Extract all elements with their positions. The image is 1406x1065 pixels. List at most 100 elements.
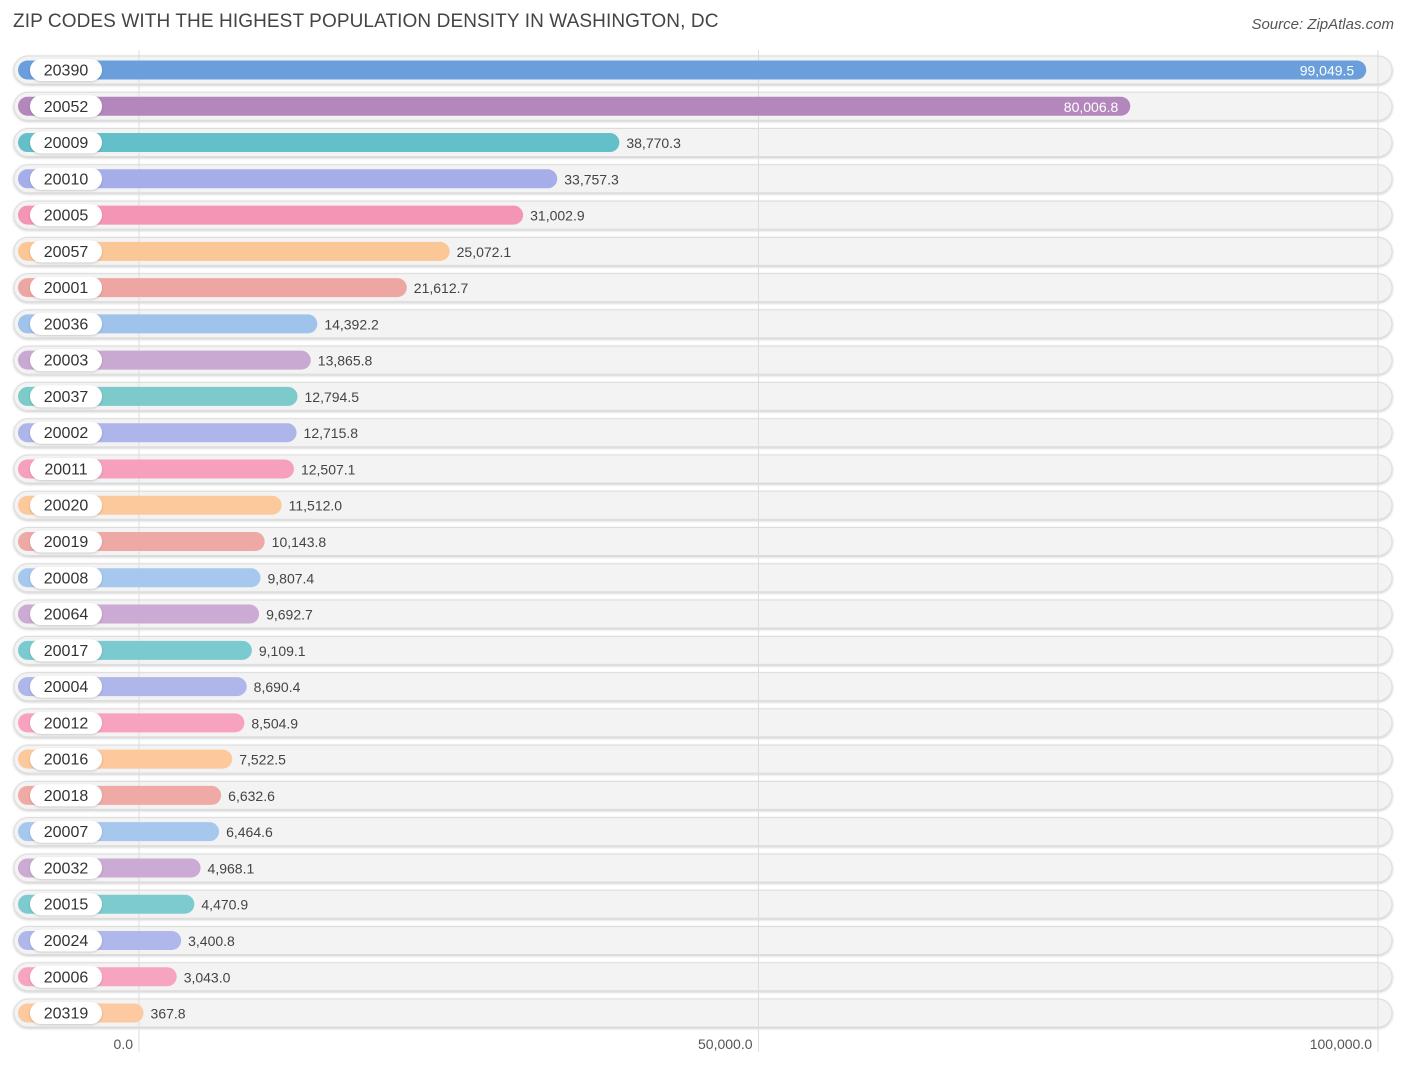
row-background [13, 672, 1393, 702]
value-label: 7,522.5 [239, 752, 286, 768]
value-label: 12,715.8 [304, 425, 359, 441]
value-label: 3,043.0 [184, 969, 231, 985]
category-pill [30, 748, 102, 771]
value-label: 99,049.5 [1300, 63, 1355, 79]
category-label: 20032 [44, 860, 89, 877]
row-background [13, 998, 1393, 1028]
bar-20009 [18, 133, 620, 153]
category-label: 20009 [44, 135, 89, 152]
row-background [13, 780, 1393, 810]
value-label: 21,612.7 [414, 280, 469, 296]
category-pill [30, 95, 102, 118]
category-label: 20011 [44, 461, 87, 478]
value-label: 9,109.1 [259, 643, 306, 659]
category-label: 20019 [44, 534, 89, 551]
category-label: 20001 [44, 280, 89, 297]
row-background [13, 599, 1393, 629]
row-background [13, 490, 1393, 520]
value-label: 6,632.6 [228, 788, 275, 804]
category-pill [30, 240, 102, 263]
category-label: 20007 [44, 824, 89, 841]
category-label: 20015 [44, 897, 89, 914]
bar-20390 [18, 60, 1367, 80]
category-pill [30, 639, 102, 662]
category-pill [30, 204, 102, 227]
value-label: 10,143.8 [272, 534, 327, 550]
value-label: 13,865.8 [318, 353, 373, 369]
category-label: 20017 [44, 643, 89, 660]
category-pill [30, 494, 102, 517]
value-label: 11,512.0 [289, 498, 343, 514]
bar-20001 [18, 278, 407, 298]
category-label: 20390 [44, 63, 89, 80]
category-pill [30, 929, 102, 952]
category-label: 20057 [44, 244, 89, 261]
row-background [13, 889, 1393, 919]
value-label: 12,507.1 [301, 461, 356, 477]
category-pill [30, 421, 102, 444]
category-label: 20018 [44, 788, 89, 805]
value-label: 367.8 [151, 1006, 186, 1022]
row-background [13, 744, 1393, 774]
category-label: 20036 [44, 316, 89, 333]
category-label: 20003 [44, 353, 89, 370]
x-tick-label: 100,000.0 [1310, 1036, 1372, 1052]
row-background [13, 962, 1393, 992]
value-label: 3,400.8 [188, 933, 235, 949]
category-label: 20002 [44, 425, 89, 442]
value-label: 9,692.7 [266, 607, 313, 623]
category-pill [30, 784, 102, 807]
category-pill [30, 965, 102, 988]
category-label: 20004 [44, 679, 89, 696]
bar-20010 [18, 169, 558, 189]
category-label: 20012 [44, 715, 89, 732]
value-label: 8,504.9 [251, 715, 298, 731]
value-label: 38,770.3 [626, 135, 681, 151]
category-label: 20010 [44, 171, 89, 188]
value-label: 9,807.4 [268, 570, 315, 586]
row-background [13, 527, 1393, 557]
value-label: 6,464.6 [226, 824, 273, 840]
category-label: 20005 [44, 208, 89, 225]
row-background [13, 635, 1393, 665]
value-label: 4,968.1 [208, 860, 255, 876]
category-pill [30, 276, 102, 299]
bar-20005 [18, 205, 524, 225]
bar-20052 [18, 96, 1131, 116]
category-pill [30, 675, 102, 698]
row-background [13, 381, 1393, 411]
category-pill [30, 603, 102, 626]
category-label: 20064 [44, 607, 89, 624]
category-pill [30, 856, 102, 879]
category-pill [30, 59, 102, 81]
category-label: 20319 [44, 1006, 89, 1023]
category-label: 20020 [44, 498, 89, 515]
category-pill [30, 893, 102, 916]
row-background [13, 708, 1393, 738]
value-label: 14,392.2 [324, 316, 379, 332]
category-pill [30, 711, 102, 734]
category-pill [30, 1002, 102, 1025]
category-label: 20052 [44, 99, 89, 116]
value-label: 12,794.5 [305, 389, 360, 405]
row-background [13, 418, 1393, 448]
category-pill [30, 167, 102, 190]
category-pill [30, 385, 102, 408]
row-background [13, 925, 1393, 955]
x-tick-label: 0.0 [114, 1036, 134, 1052]
row-background [13, 345, 1393, 375]
row-background [13, 817, 1393, 847]
value-label: 80,006.8 [1064, 99, 1119, 115]
row-background [13, 563, 1393, 593]
category-pill [30, 349, 102, 372]
category-label: 20037 [44, 389, 89, 406]
category-pill [30, 457, 102, 480]
value-label: 31,002.9 [530, 208, 585, 224]
value-label: 8,690.4 [254, 679, 301, 695]
bar-20057 [18, 241, 450, 261]
value-label: 33,757.3 [564, 171, 619, 187]
value-label: 25,072.1 [457, 244, 512, 260]
x-tick-label: 50,000.0 [698, 1036, 753, 1052]
category-label: 20016 [44, 752, 89, 769]
category-pill [30, 312, 102, 335]
